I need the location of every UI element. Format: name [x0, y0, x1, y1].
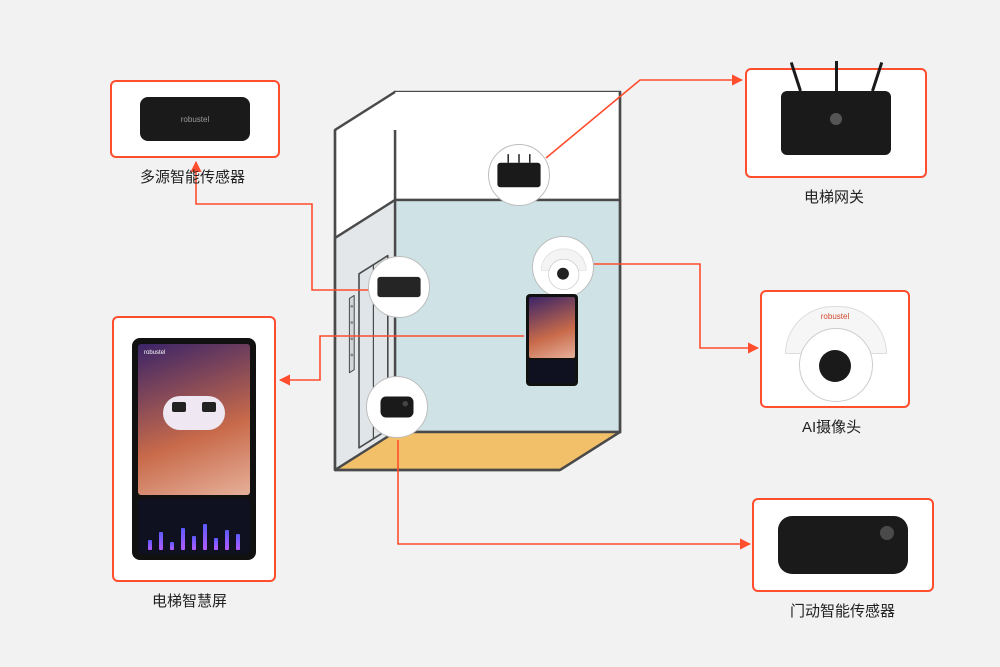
label-ai-camera: AI摄像头 — [802, 416, 861, 437]
callout-smart-screen: robustel — [112, 316, 276, 582]
connector-screen-on-wall-to-smart-screen — [280, 336, 524, 380]
bubble-door — [366, 376, 428, 438]
connector-bubble-camera-to-ai-camera — [594, 264, 758, 348]
label-gateway: 电梯网关 — [804, 186, 864, 207]
connector-bubble-door-to-door-sensor — [398, 440, 750, 544]
bubble-sensor — [368, 256, 430, 318]
label-smart-screen: 电梯智慧屏 — [152, 590, 227, 611]
bubble-router — [488, 144, 550, 206]
wall-smart-screen — [526, 294, 578, 386]
diagram-canvas: robustel 多源智能传感器电梯网关 robustel 电梯智慧屏 robustel… — [0, 0, 1000, 667]
label-door-sensor: 门动智能传感器 — [790, 600, 895, 621]
callout-gateway — [745, 68, 927, 178]
label-multi-sensor: 多源智能传感器 — [140, 166, 245, 187]
bubble-camera — [532, 236, 594, 298]
callout-door-sensor — [752, 498, 934, 592]
callout-multi-sensor: robustel — [110, 80, 280, 158]
callout-ai-camera: robustel — [760, 290, 910, 408]
connector-bubble-router-to-gateway — [546, 80, 742, 158]
